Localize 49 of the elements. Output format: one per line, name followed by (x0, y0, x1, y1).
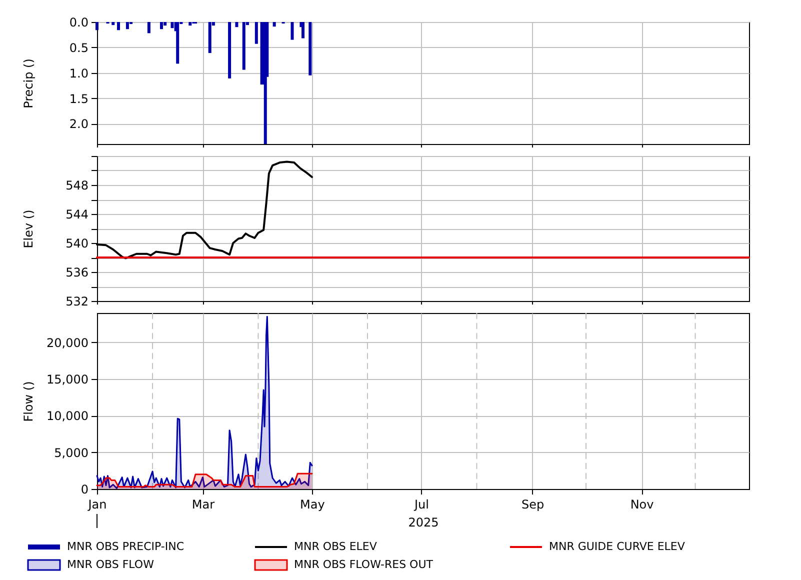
bar (254, 22, 258, 44)
x-tick-label: Jan (87, 498, 107, 512)
y-tick-label: 0.0 (69, 16, 88, 30)
bar (116, 22, 120, 30)
x-tick-label: Mar (192, 498, 215, 512)
legend-label: MNR OBS PRECIP-INC (67, 540, 184, 553)
y-tick-label: 532 (66, 294, 88, 308)
y-tick-label: 536 (66, 266, 88, 280)
y-axis-title: Precip () (22, 58, 36, 108)
bar (170, 22, 174, 28)
bar (112, 22, 115, 26)
y-tick-label: 2.0 (69, 117, 88, 132)
bar (272, 22, 276, 27)
bar (301, 22, 304, 38)
bar (96, 22, 98, 30)
y-tick-label: 1.0 (69, 66, 88, 80)
bar (147, 22, 150, 34)
y-tick-label: 1.5 (69, 92, 88, 106)
y-tick-label: 15,000 (46, 372, 88, 386)
y-tick-label: 0 (80, 482, 88, 496)
bar (290, 22, 294, 40)
y-tick-label: 548 (66, 178, 88, 192)
y-tick-label: 10,000 (46, 409, 88, 424)
x-axis-title: 2025 (408, 516, 439, 530)
bar (188, 22, 192, 26)
bar (176, 22, 180, 64)
bar (308, 22, 312, 76)
y-axis-title: Flow () (22, 381, 36, 422)
y-axis-title: Elev () (22, 210, 36, 248)
bar (242, 22, 246, 70)
y-tick-label: 0.5 (69, 40, 88, 55)
legend-label: MNR GUIDE CURVE ELEV (549, 540, 686, 553)
legend-label: MNR OBS FLOW (67, 558, 154, 571)
bar (228, 22, 232, 78)
y-tick-label: 540 (66, 236, 88, 250)
y-tick-label: 20,000 (46, 336, 88, 350)
legend-label: MNR OBS FLOW-RES OUT (294, 558, 434, 571)
bar (208, 22, 212, 54)
y-tick-label: 544 (66, 208, 88, 222)
y-tick-label: 5,000 (54, 446, 88, 460)
x-tick-label: Sep (521, 498, 544, 512)
bar (160, 22, 163, 30)
x-tick-label: May (300, 498, 325, 512)
bar (126, 22, 129, 30)
bar (164, 22, 167, 26)
x-tick-label: Nov (630, 498, 654, 512)
legend-label: MNR OBS ELEV (294, 540, 378, 553)
x-tick-label: Jul (413, 498, 429, 512)
bar (235, 22, 238, 28)
